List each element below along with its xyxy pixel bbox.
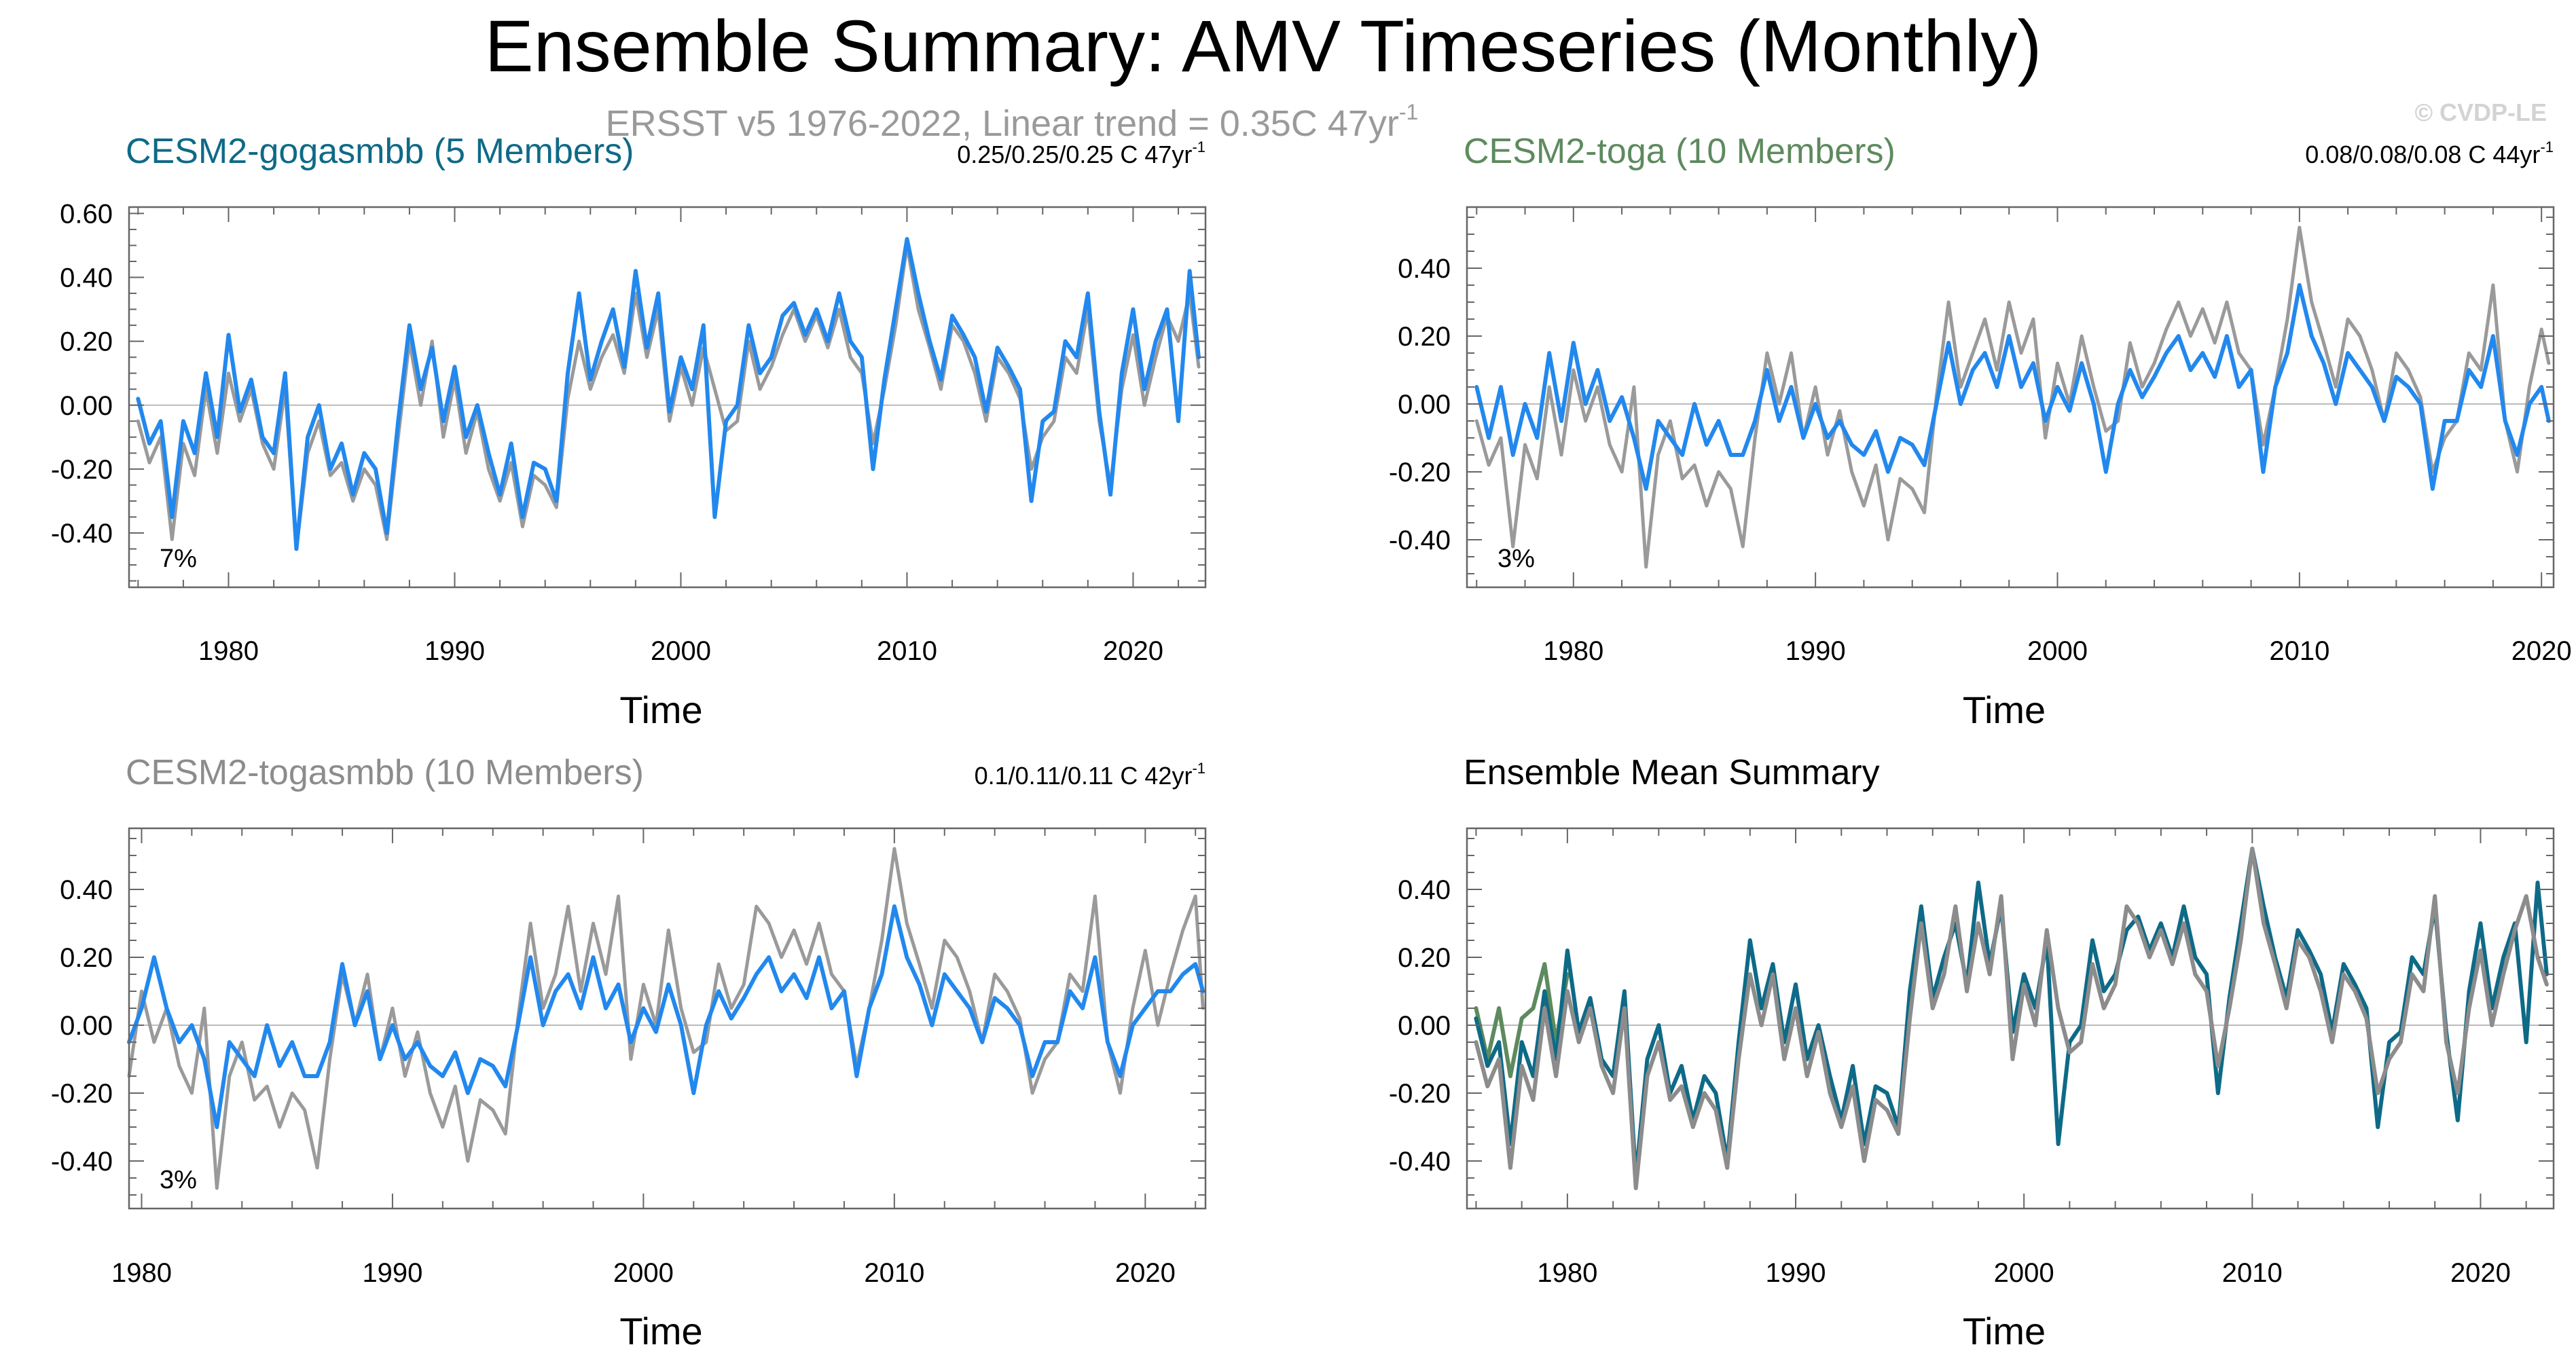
percent-label: 3%	[160, 1166, 197, 1194]
y-tick-label: 0.00	[1398, 1011, 1451, 1041]
x-tick-label: 1980	[198, 636, 259, 666]
trend-label-gogasmbb: 0.25/0.25/0.25 C 47yr-1	[957, 139, 1205, 168]
series-line-cesm2-gogasmbb	[136, 237, 1201, 551]
y-tick-label: -0.20	[51, 455, 113, 485]
y-tick-label: -0.40	[51, 1147, 113, 1177]
series-line-cesm2-togasmbb	[127, 904, 1205, 1129]
trend-label-text: 0.25/0.25/0.25 C 47yr	[957, 141, 1192, 168]
chart-panel-ensemble_mean: Ensemble Mean Summary 0.40 0.20 0.00 -0.20 -0…	[1389, 753, 2555, 1352]
plot-frame	[1466, 206, 2555, 589]
chart-panel-togasmbb: CESM2-togasmbb (10 Members) 0.1/0.11/0.11…	[51, 753, 1207, 1352]
x-tick-label: 2010	[2269, 636, 2329, 666]
series-line-cesm2-toga	[1474, 962, 1570, 1078]
y-tick-label: 0.00	[60, 391, 113, 421]
y-tick-label: 0.40	[60, 263, 113, 293]
plot-frame	[128, 827, 1207, 1210]
series-line-cesm2-togasmbb	[1474, 847, 2549, 1190]
x-tick-label: 1980	[1537, 1258, 1597, 1288]
trend-label-togasmbb: 0.1/0.11/0.11 C 42yr-1	[975, 760, 1205, 790]
trend-label-toga: 0.08/0.08/0.08 C 44yr-1	[2305, 139, 2554, 168]
y-tick-label: 0.00	[60, 1011, 113, 1041]
x-tick-label: 2000	[1994, 1258, 2054, 1288]
figure-subtitle: ERSST v5 1976-2022, Linear trend = 0.35C…	[606, 100, 1419, 144]
x-axis-label: Time	[619, 688, 702, 731]
y-tick-label: -0.40	[51, 519, 113, 549]
y-tick-label: -0.20	[51, 1079, 113, 1109]
x-tick-label: 1990	[1766, 1258, 1826, 1288]
x-tick-label: 2010	[877, 636, 937, 666]
trend-label-superscript: -1	[1192, 139, 1205, 155]
plot-frame	[128, 206, 1207, 589]
x-axis-label: Time	[619, 1310, 702, 1352]
cvdp-watermark: © CVDP-LE	[2414, 98, 2547, 126]
y-tick-label: 0.20	[1398, 322, 1451, 352]
y-tick-label: 0.40	[60, 875, 113, 905]
x-tick-label: 2020	[2511, 636, 2572, 666]
trend-label-text: 0.1/0.11/0.11 C 42yr	[975, 762, 1193, 790]
y-tick-label: -0.20	[1389, 1079, 1451, 1109]
y-tick-label: -0.40	[1389, 1147, 1451, 1177]
chart-title-gogasmbb: CESM2-gogasmbb (5 Members)	[126, 132, 634, 171]
y-tick-label: 0.60	[60, 199, 113, 229]
x-tick-label: 2020	[1115, 1258, 1176, 1288]
y-tick-label: 0.20	[60, 327, 113, 357]
y-tick-label: -0.40	[1389, 526, 1451, 555]
x-tick-label: 2000	[613, 1258, 674, 1288]
x-tick-label: 2020	[1103, 636, 1163, 666]
x-tick-label: 1990	[362, 1258, 422, 1288]
y-tick-label: 0.20	[1398, 943, 1451, 973]
y-tick-label: 0.40	[1398, 254, 1451, 284]
y-tick-label: -0.20	[1389, 458, 1451, 487]
trend-label-text: 0.08/0.08/0.08 C 44yr	[2305, 141, 2540, 168]
charts-container: CESM2-gogasmbb (5 Members) 0.25/0.25/0.25…	[51, 132, 2572, 1352]
chart-title-toga: CESM2-toga (10 Members)	[1464, 132, 1895, 171]
figure-subtitle-text: ERSST v5 1976-2022, Linear trend = 0.35C…	[606, 103, 1399, 144]
y-tick-label: 0.40	[1398, 875, 1451, 905]
chart-panel-gogasmbb: CESM2-gogasmbb (5 Members) 0.25/0.25/0.25…	[51, 132, 1207, 731]
figure-title: Ensemble Summary: AMV Timeseries (Monthl…	[485, 5, 2042, 87]
x-tick-label: 2010	[864, 1258, 924, 1288]
trend-label-superscript: -1	[1192, 760, 1205, 777]
x-tick-label: 2010	[2222, 1258, 2283, 1288]
percent-label: 7%	[160, 545, 197, 573]
percent-label: 3%	[1498, 545, 1535, 573]
x-axis-label: Time	[1963, 1310, 2046, 1352]
x-tick-label: 2020	[2450, 1258, 2511, 1288]
x-tick-label: 1980	[1543, 636, 1603, 666]
plot-frame	[1466, 827, 2555, 1210]
series-line-ersst-v5	[127, 847, 1205, 1190]
y-tick-label: 0.20	[60, 943, 113, 973]
x-tick-label: 1980	[111, 1258, 172, 1288]
x-tick-label: 1990	[1785, 636, 1846, 666]
series-line-cesm2-toga	[1474, 283, 2551, 491]
chart-title-ensemble_mean: Ensemble Mean Summary	[1464, 753, 1880, 792]
x-axis-label: Time	[1963, 688, 2046, 731]
chart-panel-toga: CESM2-toga (10 Members) 0.08/0.08/0.08 C …	[1389, 132, 2572, 731]
figure-subtitle-superscript: -1	[1399, 100, 1418, 124]
x-tick-label: 1990	[424, 636, 485, 666]
y-tick-label: 0.00	[1398, 390, 1451, 420]
chart-title-togasmbb: CESM2-togasmbb (10 Members)	[126, 753, 644, 792]
x-tick-label: 2000	[651, 636, 711, 666]
series-line-ersst-v5	[1474, 225, 2551, 569]
trend-label-superscript: -1	[2540, 139, 2554, 155]
x-tick-label: 2000	[2027, 636, 2088, 666]
